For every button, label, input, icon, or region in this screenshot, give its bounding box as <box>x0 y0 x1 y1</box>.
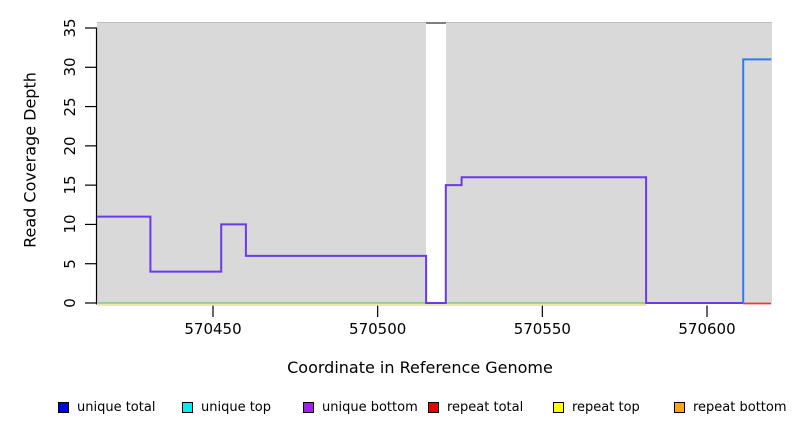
x-tick-label: 570550 <box>513 320 571 338</box>
y-tick-label: 30 <box>61 57 79 77</box>
series-unique-top-line <box>742 58 772 303</box>
x-axis-title: Coordinate in Reference Genome <box>287 358 553 377</box>
y-tick-label: 35 <box>61 18 79 38</box>
coverage-gap-band <box>426 22 446 303</box>
x-tick-label: 570450 <box>184 320 242 338</box>
y-tick-label: 5 <box>61 258 79 269</box>
legend-swatch-unique-bottom <box>303 402 314 413</box>
x-tick-label: 570600 <box>678 320 736 338</box>
legend-label-repeat-top: repeat top <box>572 400 640 415</box>
legend-label-unique-total: unique total <box>77 400 156 415</box>
legend-swatch-repeat-total <box>428 402 439 413</box>
legend-label-unique-bottom: unique bottom <box>322 400 418 415</box>
y-tick-label: 20 <box>61 136 79 156</box>
legend-swatch-repeat-bottom <box>674 402 685 413</box>
y-tick-label: 0 <box>61 298 79 308</box>
y-tick-label: 10 <box>61 214 79 234</box>
x-tick-label: 570500 <box>349 320 407 338</box>
legend-swatch-repeat-top <box>553 402 564 413</box>
series-unique-bottom-line <box>97 176 744 304</box>
y-axis-title: Read Coverage Depth <box>20 72 40 248</box>
legend-label-unique-top: unique top <box>201 400 272 415</box>
legend-swatch-unique-total <box>58 402 69 413</box>
y-tick-label: 15 <box>61 175 79 195</box>
legend-label-repeat-total: repeat total <box>447 400 524 415</box>
y-tick-label: 25 <box>61 97 79 117</box>
legend-label-repeat-bottom: repeat bottom <box>693 400 787 415</box>
legend-swatch-unique-top <box>182 402 193 413</box>
